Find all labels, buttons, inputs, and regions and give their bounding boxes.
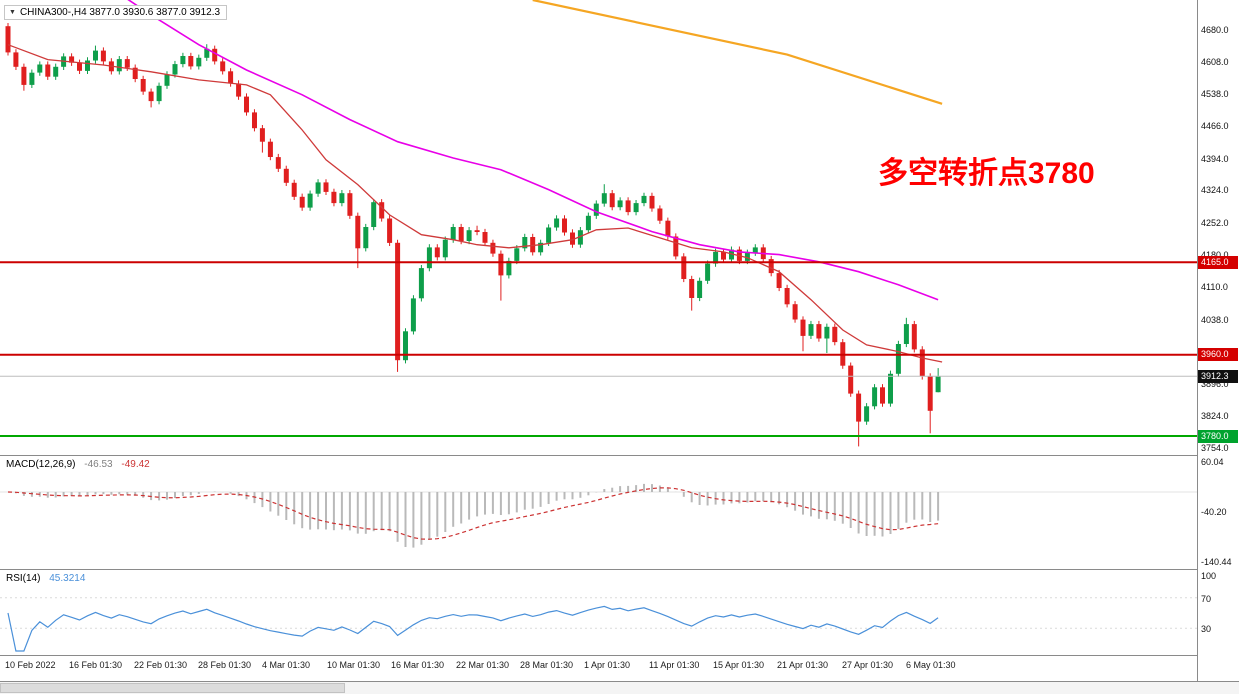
chart-annotation-text: 多空转折点3780 xyxy=(878,157,1095,190)
price-axis-label: 4324.0 xyxy=(1201,185,1229,195)
symbol-ohlc-text: CHINA300-,H4 3877.0 3930.6 3877.0 3912.3 xyxy=(19,7,221,18)
panel-separator xyxy=(0,655,1239,656)
rsi-name: RSI(14) xyxy=(6,573,41,584)
macd-signal-value: -49.42 xyxy=(121,459,150,470)
time-axis-label: 10 Feb 2022 xyxy=(5,660,56,670)
macd-label: MACD(12,26,9) -46.53 -49.42 xyxy=(6,459,150,470)
macd-scale-label: 60.04 xyxy=(1201,457,1224,467)
time-axis-label: 28 Feb 01:30 xyxy=(198,660,252,670)
panel-separator[interactable] xyxy=(0,569,1239,570)
time-axis-label: 28 Mar 01:30 xyxy=(520,660,574,670)
price-axis-label: 4680.0 xyxy=(1201,25,1229,35)
time-axis-label: 22 Mar 01:30 xyxy=(456,660,510,670)
macd-name: MACD(12,26,9) xyxy=(6,459,76,470)
price-axis-label: 4466.0 xyxy=(1201,121,1229,131)
time-axis-label: 15 Apr 01:30 xyxy=(713,660,765,670)
price-axis-label: 4110.0 xyxy=(1201,282,1228,292)
price-axis-label: 4394.0 xyxy=(1201,154,1229,164)
rsi-scale-label: 30 xyxy=(1201,624,1212,634)
rsi-scale-label: 100 xyxy=(1201,571,1217,581)
macd-scale-label: -40.20 xyxy=(1201,507,1227,517)
price-tag: 3780.0 xyxy=(1198,430,1238,443)
macd-panel-canvas[interactable] xyxy=(0,456,1197,569)
dropdown-arrow-icon[interactable]: ▼ xyxy=(9,9,16,16)
time-axis-label: 21 Apr 01:30 xyxy=(777,660,829,670)
time-axis-label: 27 Apr 01:30 xyxy=(842,660,894,670)
rsi-label: RSI(14) 45.3214 xyxy=(6,573,85,584)
time-axis-label: 16 Feb 01:30 xyxy=(69,660,123,670)
price-axis-label: 4538.0 xyxy=(1201,89,1229,99)
time-axis[interactable]: 10 Feb 2022 16 Feb 01:30 22 Feb 01:30 28 Fe… xyxy=(0,656,1197,681)
main-chart-canvas[interactable] xyxy=(0,0,1197,455)
macd-scale-label: -140.44 xyxy=(1201,557,1232,567)
time-axis-label: 22 Feb 01:30 xyxy=(134,660,188,670)
price-tag: 3912.3 xyxy=(1198,370,1238,383)
price-axis-label: 4038.0 xyxy=(1201,315,1229,325)
symbol-title-box[interactable]: ▼ CHINA300-,H4 3877.0 3930.6 3877.0 3912.… xyxy=(4,5,228,20)
time-axis-label: 6 May 01:30 xyxy=(906,660,956,670)
price-axis-label: 3896.0 xyxy=(1201,379,1229,389)
panel-separator xyxy=(0,681,1239,682)
price-axis-label: 3824.0 xyxy=(1201,411,1229,421)
rsi-panel-canvas[interactable] xyxy=(0,570,1197,655)
axis-separator xyxy=(1197,0,1198,681)
time-axis-label: 4 Mar 01:30 xyxy=(262,660,311,670)
price-axis-label: 4608.0 xyxy=(1201,57,1229,67)
time-axis-label: 10 Mar 01:30 xyxy=(327,660,381,670)
price-axis[interactable]: 4680.0 4608.0 4538.0 4466.0 4394.0 4324.0 4252… xyxy=(1198,0,1239,681)
price-axis-label: 4252.0 xyxy=(1201,218,1229,228)
price-axis-label: 4180.0 xyxy=(1201,250,1229,260)
macd-value: -46.53 xyxy=(84,459,113,470)
rsi-scale-label: 70 xyxy=(1201,594,1212,604)
scrollbar-thumb[interactable] xyxy=(0,683,345,693)
price-axis-label: 3754.0 xyxy=(1201,443,1229,453)
price-tag: 4165.0 xyxy=(1198,256,1238,269)
time-axis-label: 11 Apr 01:30 xyxy=(649,660,700,670)
horizontal-scrollbar[interactable] xyxy=(0,682,1239,694)
panel-separator[interactable] xyxy=(0,455,1239,456)
time-axis-label: 16 Mar 01:30 xyxy=(391,660,445,670)
time-axis-label: 1 Apr 01:30 xyxy=(584,660,631,670)
price-tag: 3960.0 xyxy=(1198,348,1238,361)
rsi-value: 45.3214 xyxy=(49,573,86,584)
